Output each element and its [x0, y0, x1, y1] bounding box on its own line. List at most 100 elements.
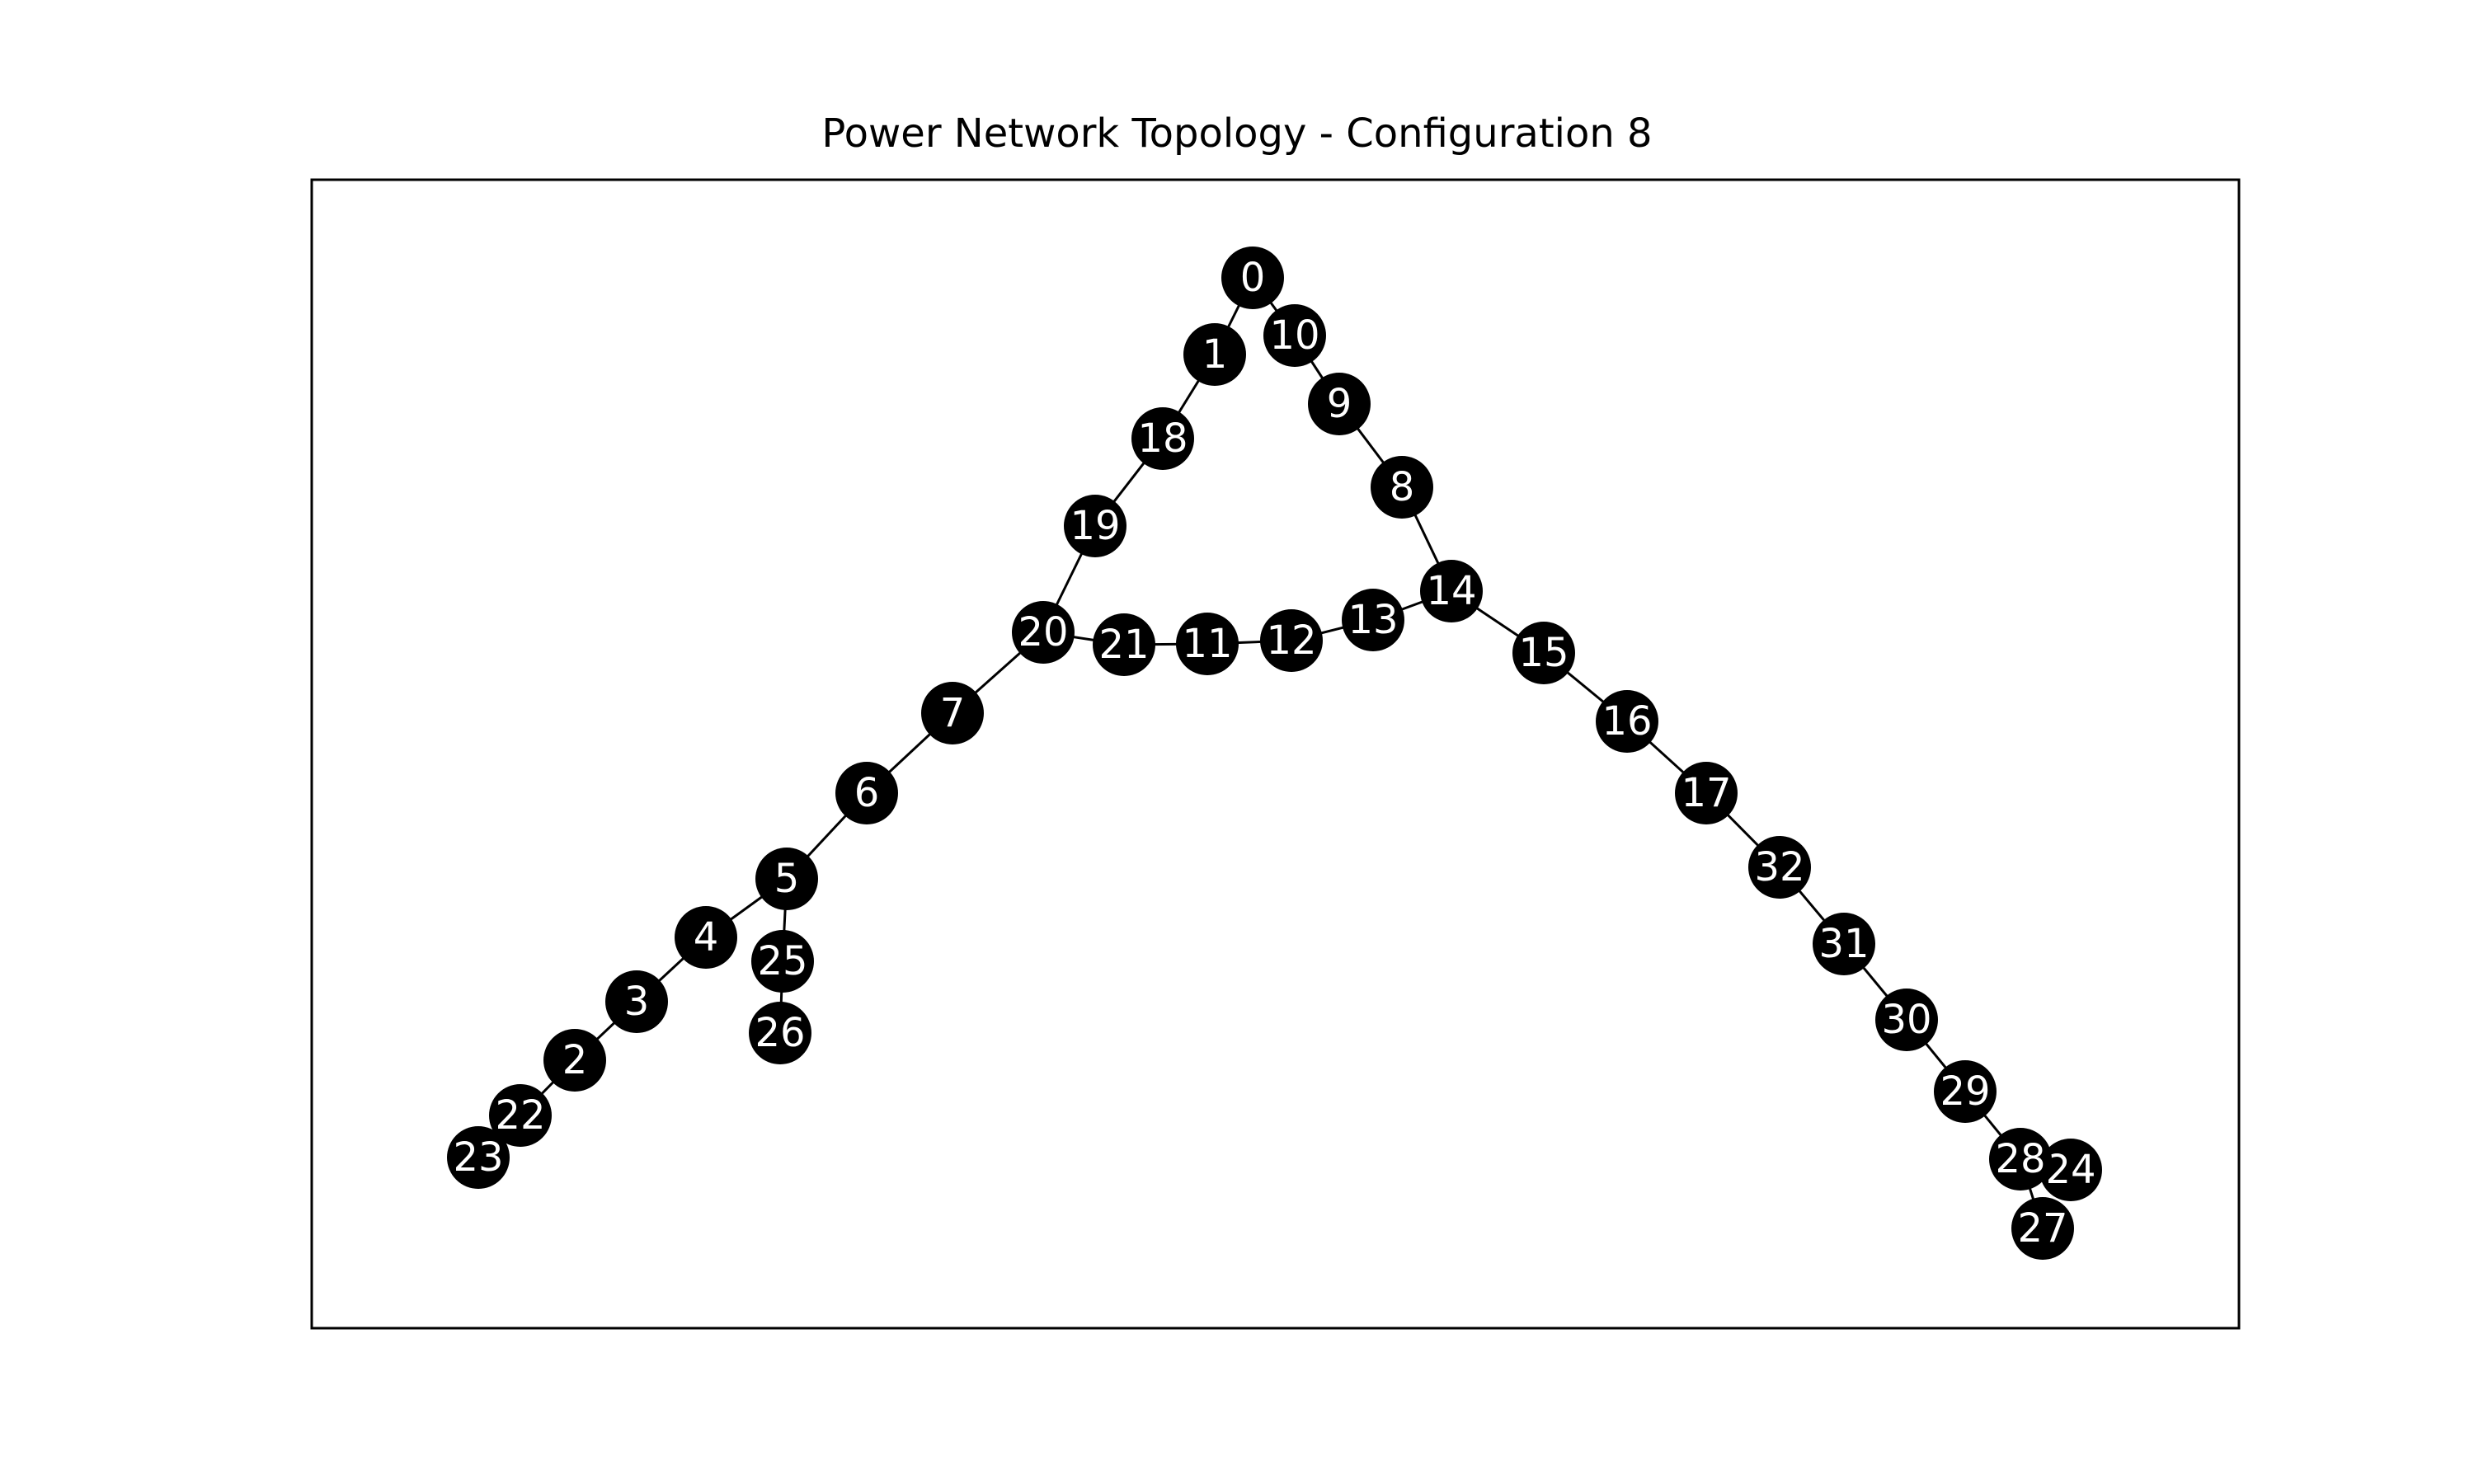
node-label: 12: [1266, 618, 1316, 664]
node-circle: [835, 762, 898, 824]
node-13: 13: [1342, 589, 1404, 651]
node-circle: [1012, 601, 1075, 664]
node-label: 1: [1202, 331, 1228, 378]
node-circle: [675, 906, 737, 969]
node-29: 29: [1934, 1060, 1997, 1123]
node-circle: [1064, 495, 1126, 557]
node-label: 20: [1018, 609, 1068, 655]
node-label: 25: [757, 938, 807, 984]
node-30: 30: [1875, 989, 1938, 1051]
node-11: 11: [1176, 613, 1239, 675]
node-circle: [1308, 373, 1371, 435]
node-17: 17: [1675, 762, 1738, 824]
node-circle: [1748, 836, 1811, 899]
node-label: 30: [1881, 997, 1931, 1043]
node-circle: [489, 1084, 552, 1147]
node-18: 18: [1131, 407, 1194, 470]
node-circle: [1131, 407, 1194, 470]
edges-layer: [477, 277, 2072, 1229]
node-label: 15: [1518, 630, 1569, 676]
node-12: 12: [1260, 609, 1323, 672]
node-0: 0: [1221, 247, 1284, 309]
node-21: 21: [1093, 613, 1155, 676]
node-label: 28: [1995, 1136, 2045, 1182]
node-label: 27: [2017, 1205, 2067, 1252]
node-label: 3: [624, 979, 650, 1025]
node-28: 28: [1989, 1128, 2052, 1190]
node-27: 27: [2011, 1197, 2074, 1260]
node-label: 17: [1681, 770, 1731, 816]
node-25: 25: [751, 930, 814, 993]
node-31: 31: [1813, 913, 1875, 975]
node-circle: [1342, 589, 1404, 651]
node-24: 24: [2039, 1139, 2102, 1201]
node-label: 26: [755, 1010, 805, 1056]
node-4: 4: [675, 906, 737, 969]
node-circle: [2011, 1197, 2074, 1260]
node-23: 23: [447, 1126, 510, 1189]
node-label: 16: [1602, 698, 1652, 744]
node-label: 23: [453, 1134, 503, 1181]
node-circle: [605, 970, 668, 1033]
node-label: 14: [1426, 568, 1476, 614]
node-label: 8: [1390, 464, 1415, 510]
node-22: 22: [489, 1084, 552, 1147]
node-circle: [921, 682, 984, 744]
node-label: 32: [1754, 844, 1804, 890]
node-19: 19: [1064, 495, 1126, 557]
node-circle: [1183, 323, 1246, 386]
node-circle: [1813, 913, 1875, 975]
node-circle: [1420, 560, 1483, 622]
node-circle: [1875, 989, 1938, 1051]
node-label: 6: [854, 770, 880, 816]
node-1: 1: [1183, 323, 1246, 386]
node-circle: [1596, 690, 1658, 753]
node-label: 18: [1137, 416, 1188, 462]
node-label: 19: [1070, 503, 1120, 549]
node-20: 20: [1012, 601, 1075, 664]
node-circle: [1260, 609, 1323, 672]
node-label: 2: [562, 1037, 588, 1083]
node-circle: [1675, 762, 1738, 824]
node-9: 9: [1308, 373, 1371, 435]
node-26: 26: [749, 1002, 811, 1064]
node-6: 6: [835, 762, 898, 824]
node-circle: [1093, 613, 1155, 676]
node-label: 24: [2045, 1147, 2095, 1193]
node-circle: [1263, 304, 1326, 367]
node-circle: [1934, 1060, 1997, 1123]
node-label: 29: [1940, 1068, 1990, 1115]
node-circle: [749, 1002, 811, 1064]
node-15: 15: [1512, 622, 1575, 684]
node-32: 32: [1748, 836, 1811, 899]
node-7: 7: [921, 682, 984, 744]
node-16: 16: [1596, 690, 1658, 753]
node-label: 0: [1240, 255, 1266, 301]
node-label: 11: [1182, 621, 1232, 667]
node-circle: [1176, 613, 1239, 675]
figure-title: Power Network Topology - Configuration 8: [821, 110, 1653, 157]
node-circle: [447, 1126, 510, 1189]
node-5: 5: [755, 848, 818, 910]
node-10: 10: [1263, 304, 1326, 367]
plot-frame: [310, 178, 2241, 1330]
node-circle: [1371, 456, 1433, 519]
node-circle: [543, 1029, 606, 1092]
node-label: 4: [694, 914, 719, 960]
node-circle: [1989, 1128, 2052, 1190]
node-label: 31: [1818, 921, 1869, 967]
node-label: 22: [495, 1092, 545, 1139]
node-circle: [1512, 622, 1575, 684]
node-circle: [755, 848, 818, 910]
node-circle: [2039, 1139, 2102, 1201]
node-circle: [1221, 247, 1284, 309]
node-label: 13: [1348, 597, 1398, 643]
node-label: 5: [774, 856, 800, 902]
node-2: 2: [543, 1029, 606, 1092]
node-label: 7: [940, 690, 966, 736]
node-label: 10: [1269, 312, 1319, 359]
node-circle: [751, 930, 814, 993]
node-8: 8: [1371, 456, 1433, 519]
